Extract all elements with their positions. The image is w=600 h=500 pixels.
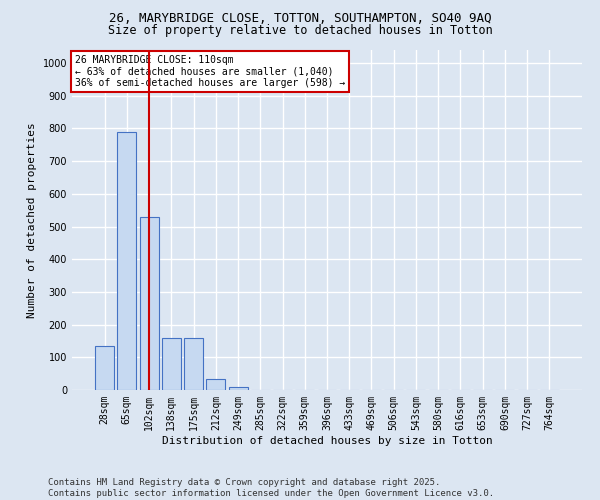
Bar [206,378,225,390]
Bar [162,338,181,390]
Bar [95,346,114,390]
Text: 26 MARYBRIDGE CLOSE: 110sqm
← 63% of detached houses are smaller (1,040)
36% of : 26 MARYBRIDGE CLOSE: 110sqm ← 63% of det… [74,55,345,88]
Y-axis label: Number of detached properties: Number of detached properties [27,122,37,318]
Text: Size of property relative to detached houses in Totton: Size of property relative to detached ho… [107,24,493,37]
Bar [229,386,248,390]
Bar [140,216,158,390]
Text: 26, MARYBRIDGE CLOSE, TOTTON, SOUTHAMPTON, SO40 9AQ: 26, MARYBRIDGE CLOSE, TOTTON, SOUTHAMPTO… [109,12,491,26]
Bar [184,338,203,390]
X-axis label: Distribution of detached houses by size in Totton: Distribution of detached houses by size … [161,436,493,446]
Bar [118,132,136,390]
Text: Contains HM Land Registry data © Crown copyright and database right 2025.
Contai: Contains HM Land Registry data © Crown c… [48,478,494,498]
